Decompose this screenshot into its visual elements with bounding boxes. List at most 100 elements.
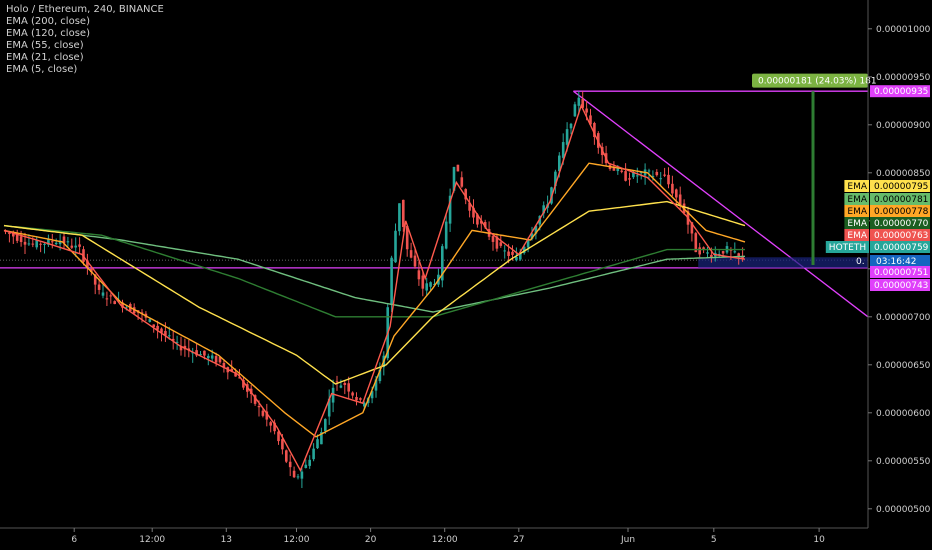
candle-body [327,398,331,417]
candle-body [503,250,506,252]
candle-body [78,244,81,247]
candle-body [54,242,58,245]
candle-body [175,341,179,343]
price-tag-5-label-bg [825,241,869,253]
x-tick-label: Jun [620,535,635,545]
y-tick-label: 0.00000650 [876,361,931,371]
candle-body [472,207,475,218]
candle-body [421,275,425,289]
candle-body [483,222,487,228]
time-axis[interactable]: 6 12:00 13 12:00 20 12:00 27 Jun 5 10 [0,527,868,545]
y-tick-label: 0.00000900 [876,121,931,131]
price-tag-3-label: EMA [847,219,867,229]
candle-body [347,383,350,392]
indicator-ema21[interactable]: EMA (21, close) [6,52,84,63]
consolidation-zone [698,257,868,268]
price-tag-0: EMA 0.00000795 [844,180,930,192]
candle-body [370,391,374,399]
candle-body [519,252,522,260]
candle-body [359,398,362,400]
measure-label-bg [752,73,868,88]
price-tag-2: EMA 0.00000778 [844,205,930,217]
candle-body [390,257,393,306]
candle-body [15,234,19,241]
candle-body [308,459,311,466]
candle-body [511,251,514,255]
candle-body [214,356,218,363]
candle-body [152,324,155,327]
candle-body [480,220,483,224]
candle-body [281,439,284,450]
candle-body [710,254,713,258]
candle-body [19,236,23,243]
candle-body [741,256,744,259]
candle-body [23,241,27,245]
x-tick-label: 12:00 [432,535,458,545]
candle-body [86,260,89,268]
y-tick-label: 0.00000600 [876,409,931,419]
candle-body [125,307,128,309]
price-tag-4-label-bg [844,229,869,241]
price-tag-5-value: 0.00000759 [874,243,929,253]
candle-body [413,255,417,267]
trend-label: 0.00000751 [874,268,928,278]
candle-body [663,174,666,176]
candle-body [269,422,272,426]
candle-body [558,155,561,172]
candle-body [671,183,674,194]
candle-body [612,166,616,171]
candle-body [164,330,167,336]
candle-body [43,243,46,245]
candle-body [647,170,651,172]
symbol-title[interactable]: Holo / Ethereum, 240, BINANCE [6,4,164,15]
price-tag-4-label: EMA [847,231,867,241]
measure-tool[interactable]: 0.00000181 (24.03%) 181 [752,73,877,265]
candle-body [394,230,397,263]
indicator-ema5[interactable]: EMA (5, close) [6,64,78,75]
candle-body [109,295,113,297]
price-tag-0-label-bg [844,180,869,192]
candle-body [655,171,659,176]
indicator-ema120[interactable]: EMA (120, close) [6,28,90,39]
indicator-ema200[interactable]: EMA (200, close) [6,16,90,27]
candle-body [589,115,592,125]
candle-body [234,372,237,377]
candle-body [105,298,109,300]
ema-200-line [3,224,746,313]
candle-body [335,381,339,383]
candle-body [495,236,499,249]
x-tick-label: 12:00 [139,535,165,545]
countdown-prefix: 0. [856,257,865,267]
price-tag-3-label-bg [844,217,869,229]
price-tag-2-value: 0.00000778 [874,207,929,217]
price-tag-1-value: 0.00000781 [874,195,928,205]
candle-body [667,174,670,185]
price-tag-2-label: EMA [847,207,867,217]
candle-body [210,355,214,359]
candle-body [706,252,709,254]
candle-body [195,350,198,356]
candle-body [230,368,233,372]
ema-5-line [3,103,746,473]
candle-body [452,166,456,191]
trendlines[interactable] [0,90,869,318]
x-tick-label: 13 [221,535,232,545]
trend-label: 0.00000743 [874,281,928,291]
y-tick-label: 0.00000550 [876,457,931,467]
candle-body [721,251,725,254]
candle-body [499,242,503,246]
price-tag-1: EMA 0.00000781 [844,193,930,205]
candle-body [417,270,421,280]
candle-body [199,354,202,356]
candle-body [737,253,740,257]
candle-body [561,142,565,158]
price-tag-1-label-bg [844,193,869,205]
candle-body [218,356,222,363]
price-tag-4-bg [870,229,930,241]
candle-body [534,225,538,234]
indicator-ema55[interactable]: EMA (55, close) [6,40,84,51]
candle-body [620,170,623,172]
candle-body [515,256,518,261]
candle-body [156,325,159,330]
